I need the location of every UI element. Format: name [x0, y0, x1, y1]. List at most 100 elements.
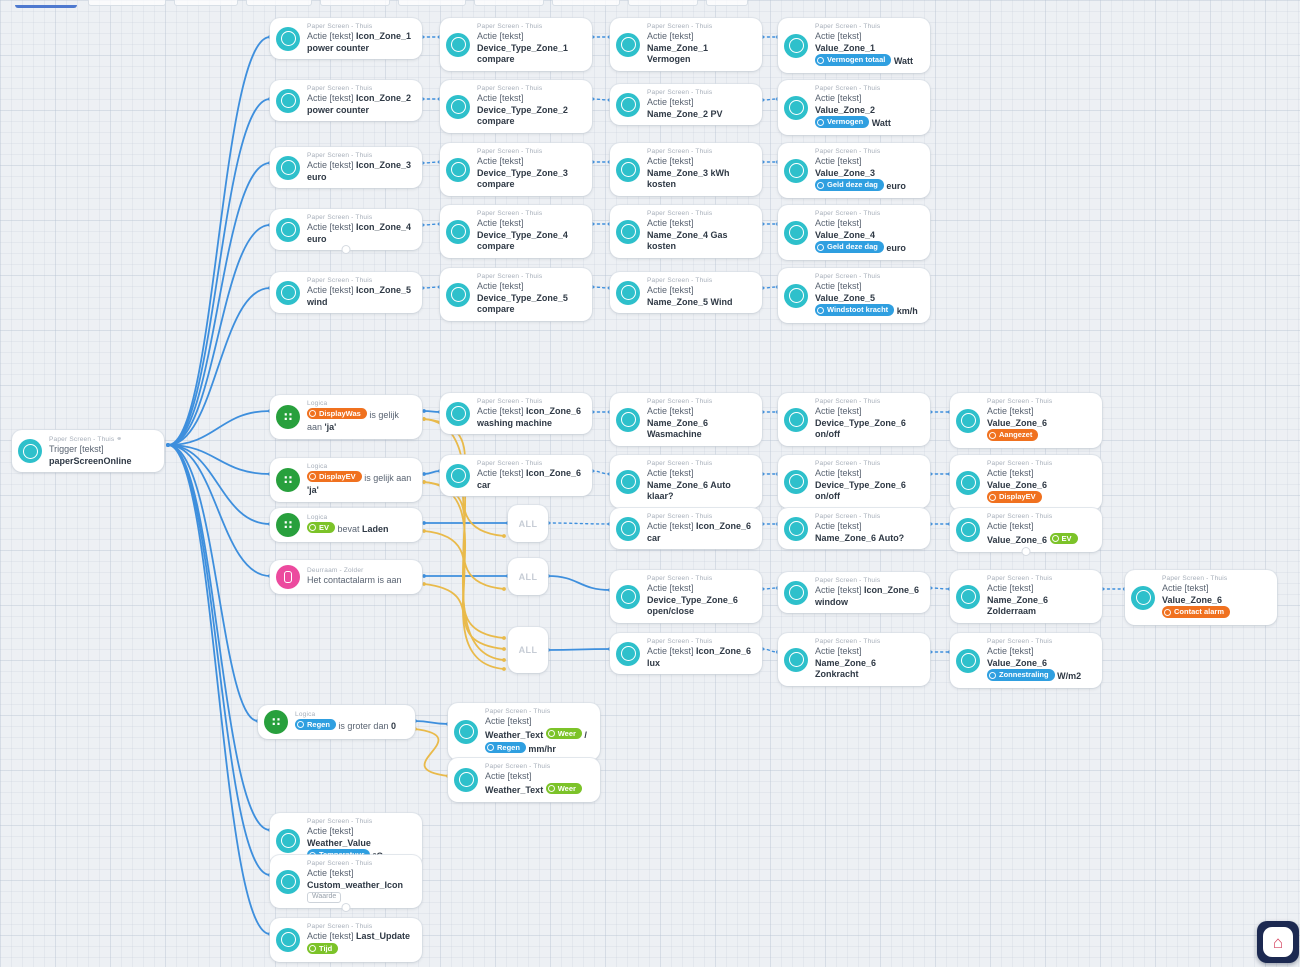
- flow-tab-8[interactable]: [552, 0, 620, 6]
- action-card-value-zone-6-zonnestraling[interactable]: Paper Screen - Thuis Actie [tekst] Value_…: [950, 633, 1102, 689]
- action-card-weather-text-regen[interactable]: Paper Screen - Thuis Actie [tekst] Weathe…: [448, 703, 600, 761]
- homey-menu-button[interactable]: ⌂: [1257, 921, 1299, 963]
- all-gate-1[interactable]: ALL: [508, 505, 548, 542]
- token-badge-icon: [817, 56, 824, 64]
- flow-tab-10[interactable]: [706, 0, 748, 6]
- action-card-icon-zone-6-car-2[interactable]: Paper Screen - Thuis Actie [tekst] Icon_Z…: [610, 508, 762, 550]
- card-text: Actie [tekst] Device_Type_Zone_6 open/cl…: [647, 583, 738, 617]
- action-card-value-zone-6-aangezet[interactable]: Paper Screen - Thuis Actie [tekst] Value_…: [950, 393, 1102, 449]
- card-text: Actie [tekst] Device_Type_Zone_2 compare: [477, 93, 568, 127]
- flow-tab-3[interactable]: [174, 0, 238, 6]
- card-output-connector[interactable]: [1021, 546, 1031, 556]
- action-card-value-zone-6-displayev[interactable]: Paper Screen - Thuis Actie [tekst] Value_…: [950, 455, 1102, 511]
- action-card-icon-zone-6-washing-machine[interactable]: Paper Screen - Thuis Actie [tekst] Icon_Z…: [440, 393, 592, 435]
- action-card-icon-zone-3[interactable]: Paper Screen - Thuis Actie [tekst] Icon_Z…: [270, 147, 422, 189]
- action-card-name-zone-6-auto[interactable]: Paper Screen - Thuis Actie [tekst] Name_Z…: [778, 508, 930, 550]
- action-card-value-zone-1[interactable]: Paper Screen - Thuis Actie [tekst] Value_…: [778, 18, 930, 74]
- token-badge: Waarde: [307, 892, 342, 904]
- action-card-name-zone-5[interactable]: Paper Screen - Thuis Actie [tekst] Name_Z…: [610, 272, 762, 314]
- flow-tab-2[interactable]: [88, 0, 166, 6]
- action-card-name-zone-2[interactable]: Paper Screen - Thuis Actie [tekst] Name_Z…: [610, 84, 762, 126]
- action-card-weather-text[interactable]: Paper Screen - Thuis Actie [tekst] Weathe…: [448, 758, 600, 802]
- action-card-name-zone-6-wasmachine[interactable]: Paper Screen - Thuis Actie [tekst] Name_Z…: [610, 393, 762, 447]
- action-card-name-zone-4[interactable]: Paper Screen - Thuis Actie [tekst] Name_Z…: [610, 205, 762, 259]
- paper-screen-app-icon: [956, 584, 980, 609]
- paper-screen-app-icon: [956, 470, 980, 495]
- card-text: Actie [tekst] Last_Update Tijd: [307, 931, 411, 955]
- token-badge: Regen: [485, 741, 526, 753]
- all-gate-2[interactable]: ALL: [508, 558, 548, 595]
- card-app-label: Logica: [295, 711, 316, 719]
- action-card-name-zone-1[interactable]: Paper Screen - Thuis Actie [tekst] Name_Z…: [610, 18, 762, 72]
- action-card-device-type-zone-6-onoff-1[interactable]: Paper Screen - Thuis Actie [tekst] Device…: [778, 393, 930, 447]
- action-card-value-zone-2[interactable]: Paper Screen - Thuis Actie [tekst] Value_…: [778, 80, 930, 136]
- action-card-value-zone-4[interactable]: Paper Screen - Thuis Actie [tekst] Value_…: [778, 205, 930, 261]
- action-card-icon-zone-4[interactable]: Paper Screen - Thuis Actie [tekst] Icon_Z…: [270, 209, 422, 255]
- paper-screen-app-icon: [446, 157, 470, 182]
- flow-tab-6[interactable]: [398, 0, 466, 6]
- card-app-label: Logica: [307, 514, 328, 522]
- all-gate-3[interactable]: ALL: [508, 627, 548, 673]
- flow-tab-1[interactable]: [15, 0, 77, 8]
- card-output-connector[interactable]: [341, 903, 351, 913]
- card-app-label: Paper Screen - Thuis: [307, 818, 373, 825]
- token-badge: Contact alarm: [1162, 606, 1231, 618]
- token-badge-icon: [817, 306, 824, 314]
- card-app-label: Paper Screen - Thuis: [647, 210, 713, 217]
- action-card-icon-zone-2[interactable]: Paper Screen - Thuis Actie [tekst] Icon_Z…: [270, 80, 422, 122]
- card-text: Actie [tekst] Custom_weather_Icon Waarde: [307, 868, 414, 904]
- action-card-name-zone-6-zolderraam[interactable]: Paper Screen - Thuis Actie [tekst] Name_Z…: [950, 570, 1102, 624]
- condition-card-contactalarm[interactable]: Deurraam - Zolder Het contactalarm is aan: [270, 560, 422, 594]
- action-card-value-zone-6-contact-alarm[interactable]: Paper Screen - Thuis Actie [tekst] Value_…: [1125, 570, 1277, 626]
- action-card-icon-zone-6-car[interactable]: Paper Screen - Thuis Actie [tekst] Icon_Z…: [440, 455, 592, 497]
- action-card-icon-zone-1[interactable]: Paper Screen - Thuis Actie [tekst] Icon_Z…: [270, 18, 422, 60]
- action-card-last-update[interactable]: Paper Screen - Thuis Actie [tekst] Last_U…: [270, 918, 422, 962]
- action-card-icon-zone-6-window[interactable]: Paper Screen - Thuis Actie [tekst] Icon_Z…: [778, 572, 930, 614]
- card-app-label: Paper Screen - Thuis: [477, 273, 543, 280]
- action-card-device-type-zone-1[interactable]: Paper Screen - Thuis Actie [tekst] Device…: [440, 18, 592, 72]
- action-card-device-type-zone-6-openclose[interactable]: Paper Screen - Thuis Actie [tekst] Device…: [610, 570, 762, 624]
- paper-screen-app-icon: [616, 516, 640, 541]
- action-card-value-zone-3[interactable]: Paper Screen - Thuis Actie [tekst] Value_…: [778, 143, 930, 199]
- action-card-device-type-zone-6-onoff-2[interactable]: Paper Screen - Thuis Actie [tekst] Device…: [778, 455, 930, 509]
- flow-tab-9[interactable]: [628, 0, 698, 6]
- paper-screen-app-icon: [276, 155, 300, 180]
- card-text: Actie [tekst] Value_Zone_5 Windstoot krac…: [815, 281, 918, 317]
- action-card-value-zone-6-ev[interactable]: Paper Screen - Thuis Actie [tekst] Value_…: [950, 508, 1102, 556]
- paper-screen-app-icon: [616, 280, 640, 305]
- action-card-device-type-zone-2[interactable]: Paper Screen - Thuis Actie [tekst] Device…: [440, 80, 592, 134]
- action-card-icon-zone-6-lux[interactable]: Paper Screen - Thuis Actie [tekst] Icon_Z…: [610, 633, 762, 675]
- action-card-device-type-zone-3[interactable]: Paper Screen - Thuis Actie [tekst] Device…: [440, 143, 592, 197]
- action-card-device-type-zone-5[interactable]: Paper Screen - Thuis Actie [tekst] Device…: [440, 268, 592, 322]
- action-card-name-zone-6-zonkracht[interactable]: Paper Screen - Thuis Actie [tekst] Name_Z…: [778, 633, 930, 687]
- card-text: Actie [tekst] Name_Zone_6 Zolderraam: [987, 583, 1049, 617]
- card-text: Actie [tekst] Device_Type_Zone_4 compare: [477, 218, 568, 252]
- flow-tab-4[interactable]: [246, 0, 312, 6]
- action-card-value-zone-5[interactable]: Paper Screen - Thuis Actie [tekst] Value_…: [778, 268, 930, 324]
- card-text: Actie [tekst] Name_Zone_3 kWh kosten: [647, 156, 730, 190]
- homey-home-icon: ⌂: [1272, 932, 1284, 952]
- card-output-connector[interactable]: [341, 245, 351, 255]
- card-app-label: Paper Screen - Thuis: [647, 148, 713, 155]
- homey-logo: ⌂: [1263, 927, 1293, 957]
- card-app-label: Paper Screen - Thuis: [307, 214, 373, 221]
- card-app-label: Paper Screen - Thuis: [987, 513, 1053, 520]
- token-badge-icon: [817, 181, 824, 189]
- token-badge-icon: [989, 431, 996, 439]
- trigger-card-paperscreenonline[interactable]: Paper Screen - Thuis ⚭ Trigger [tekst] pap…: [12, 430, 164, 473]
- card-app-label: Paper Screen - Thuis: [815, 460, 881, 467]
- card-text: Actie [tekst] Name_Zone_1 Vermogen: [647, 31, 709, 65]
- action-card-device-type-zone-4[interactable]: Paper Screen - Thuis Actie [tekst] Device…: [440, 205, 592, 259]
- action-card-icon-zone-5[interactable]: Paper Screen - Thuis Actie [tekst] Icon_Z…: [270, 272, 422, 314]
- flow-tab-5[interactable]: [320, 0, 390, 6]
- flow-tab-7[interactable]: [474, 0, 544, 6]
- action-card-name-zone-6-auto-klaar[interactable]: Paper Screen - Thuis Actie [tekst] Name_Z…: [610, 455, 762, 509]
- action-card-name-zone-3[interactable]: Paper Screen - Thuis Actie [tekst] Name_Z…: [610, 143, 762, 197]
- card-text: Trigger [tekst] paperScreenOnline: [49, 444, 132, 466]
- action-card-custom-weather-icon[interactable]: Paper Screen - Thuis Actie [tekst] Custom…: [270, 855, 422, 913]
